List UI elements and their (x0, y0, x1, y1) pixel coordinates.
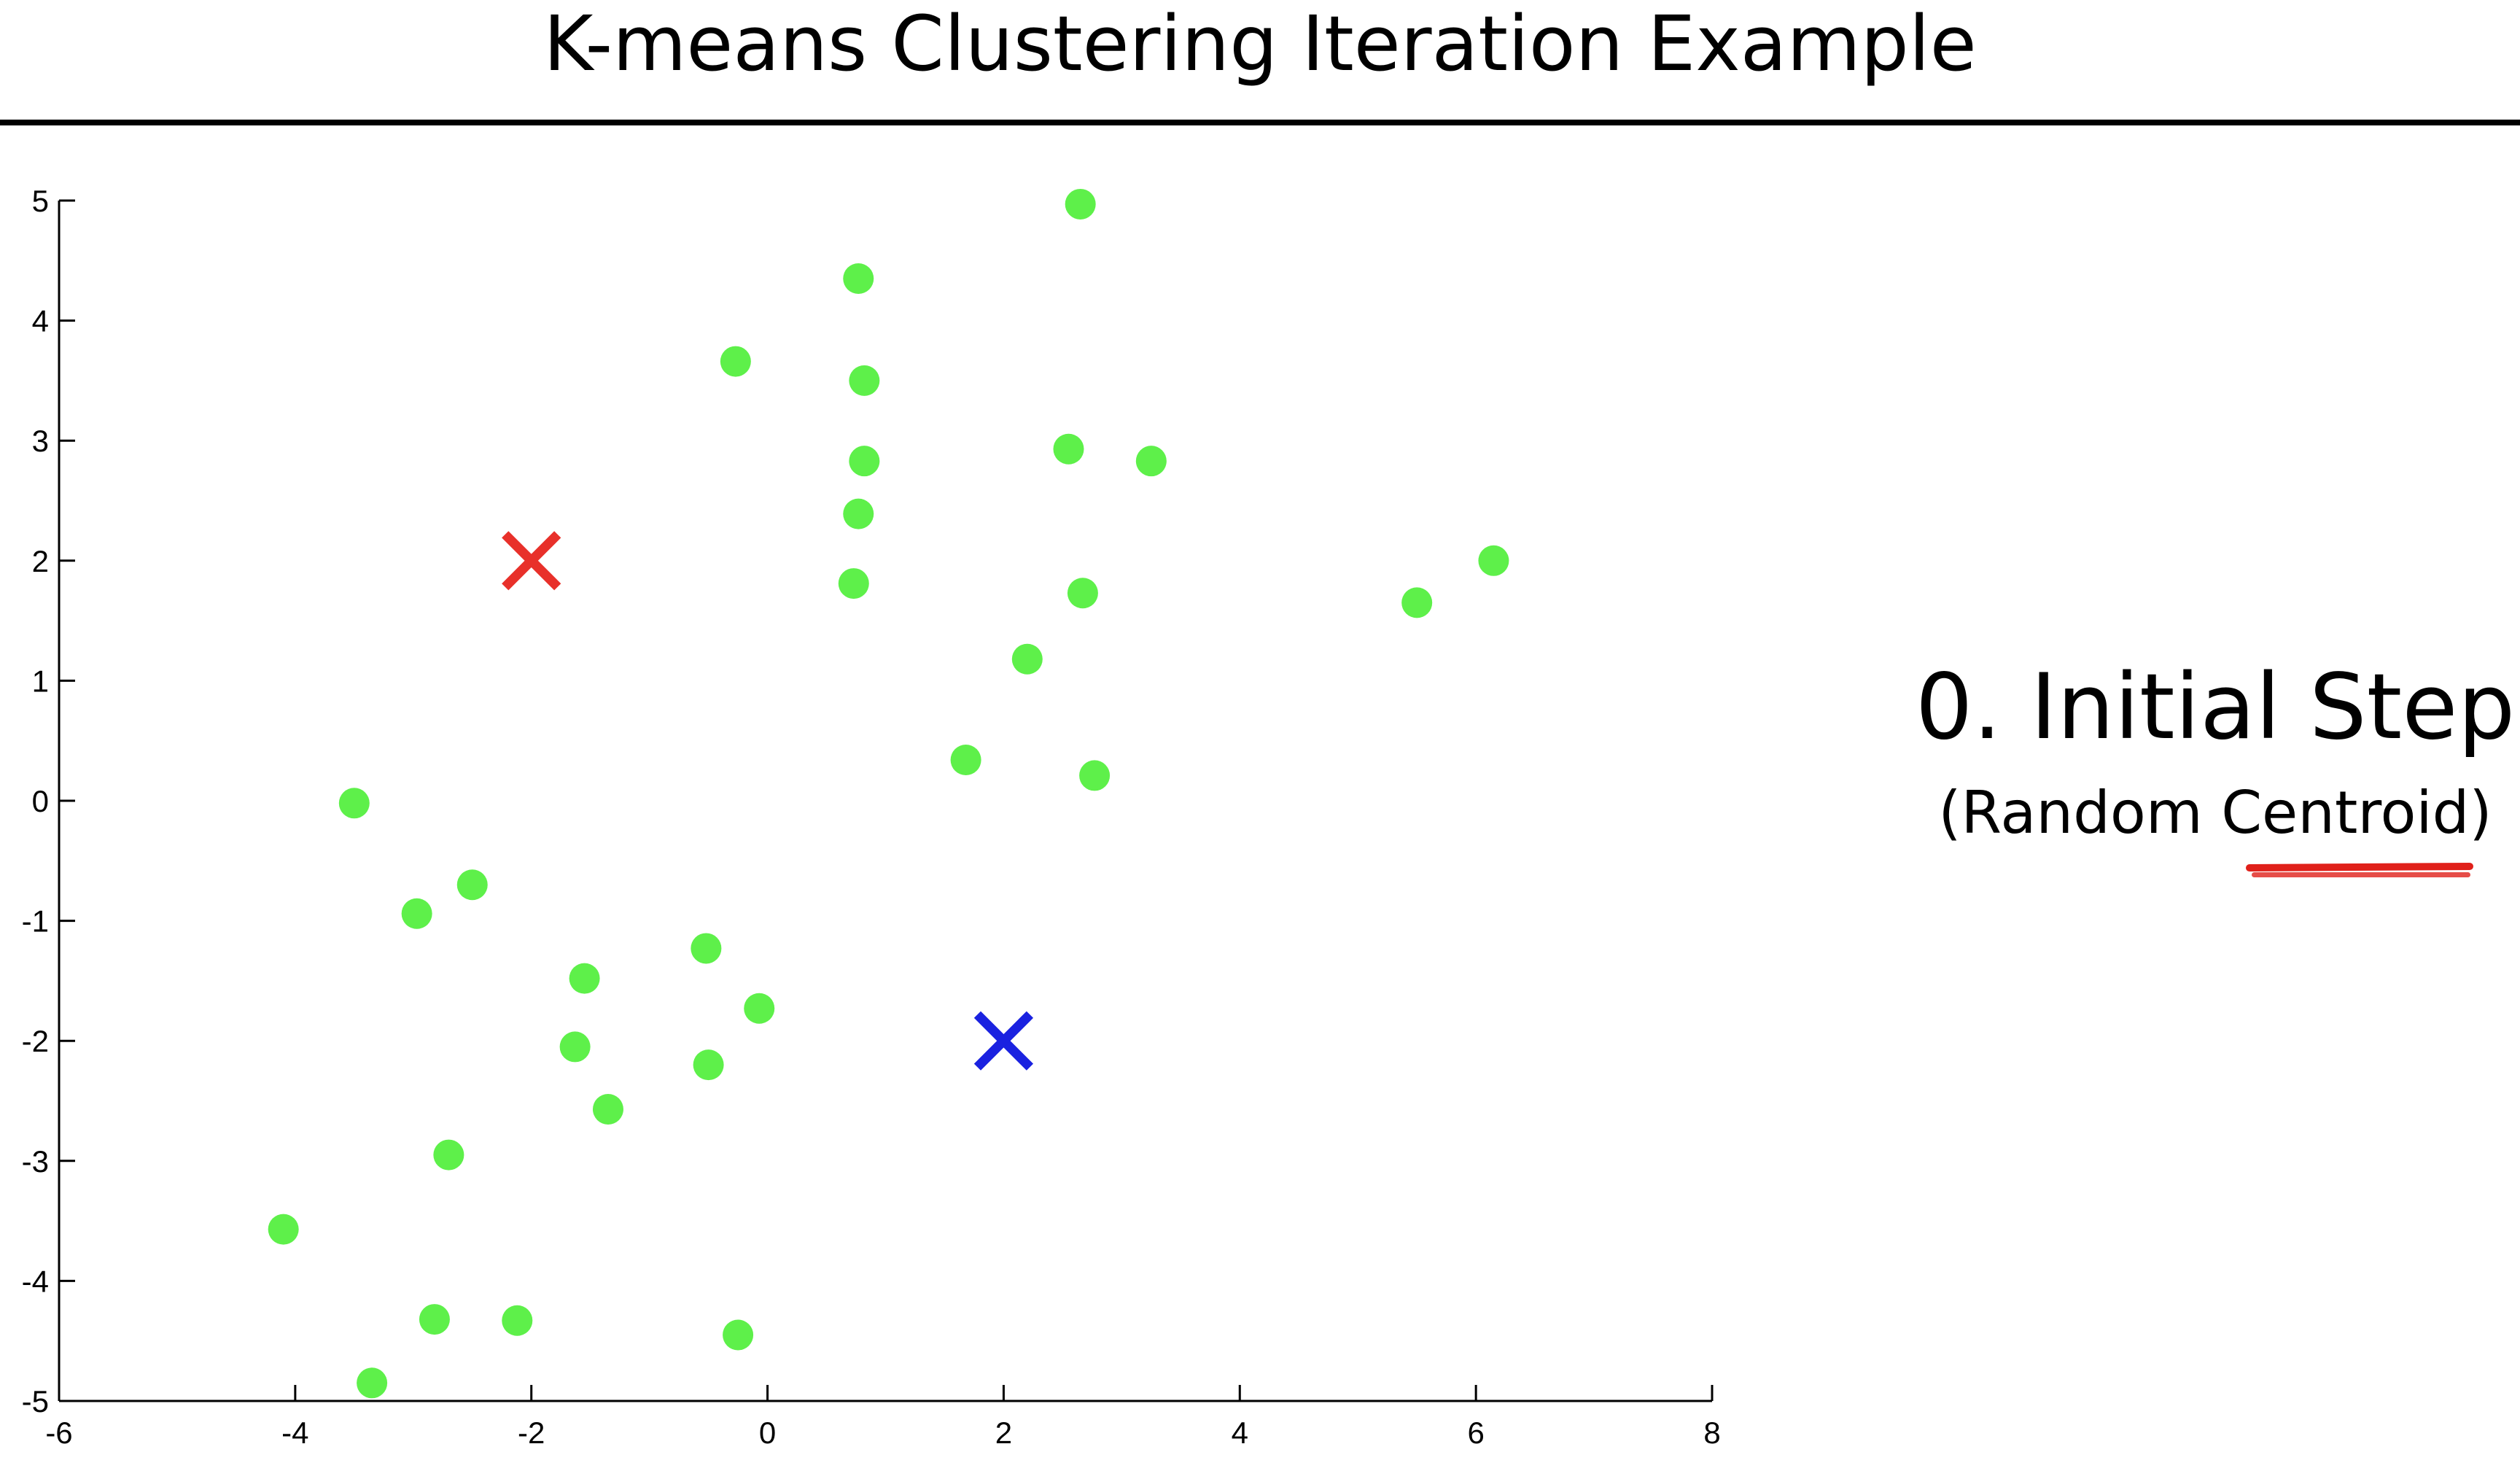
data-point (1401, 587, 1433, 618)
step-subtitle: (Random Centroid) (1938, 779, 2492, 847)
x-tick-label: 8 (1703, 1416, 1720, 1450)
x-tick-label: -6 (45, 1416, 72, 1450)
data-point (569, 963, 600, 994)
y-tick-label: -5 (22, 1384, 49, 1418)
y-tick-label: 5 (32, 184, 49, 218)
data-point (849, 365, 880, 396)
x-tick-label: 6 (1467, 1416, 1484, 1450)
data-point (592, 1094, 623, 1125)
data-point (1065, 188, 1096, 220)
data-point (723, 1319, 754, 1351)
data-point (843, 498, 874, 529)
data-point (1079, 760, 1111, 791)
data-point (268, 1214, 299, 1245)
data-point (691, 933, 722, 964)
centroid-stroke (502, 531, 561, 591)
data-point (1478, 545, 1509, 576)
slide-title: K-means Clustering Iteration Example (543, 0, 1977, 88)
centroid-stroke (973, 1011, 1034, 1071)
y-tick-label: 3 (32, 424, 49, 458)
data-point (357, 1367, 388, 1399)
data-point (1053, 433, 1084, 465)
data-point (838, 568, 869, 599)
y-tick-label: -4 (22, 1264, 49, 1298)
centroid-1-x-marker (502, 531, 561, 591)
red-underline-stroke (2252, 872, 2470, 877)
data-point (338, 788, 370, 819)
y-tick-label: 1 (32, 664, 49, 698)
data-point (693, 1049, 724, 1081)
data-point (849, 446, 880, 477)
y-tick-label: -3 (22, 1144, 49, 1179)
centroid-2-x-marker (973, 1011, 1034, 1071)
data-point (419, 1304, 450, 1335)
x-tick-label: 0 (759, 1416, 776, 1450)
step-title: 0. Initial Step (1915, 655, 2516, 760)
y-tick-label: 2 (32, 544, 49, 578)
data-point (744, 993, 775, 1024)
x-tick-label: -2 (518, 1416, 545, 1450)
data-point (401, 898, 432, 929)
data-point (1067, 578, 1098, 609)
x-tick-label: -4 (281, 1416, 308, 1450)
data-point (456, 869, 488, 901)
y-tick-label: 4 (32, 304, 49, 338)
data-point (843, 263, 874, 294)
x-tick-label: 2 (995, 1416, 1012, 1450)
data-point (559, 1031, 591, 1063)
data-point (1011, 643, 1043, 675)
title-divider (0, 120, 2520, 125)
centroid-markers (502, 531, 1034, 1071)
x-tick-label: 4 (1232, 1416, 1248, 1450)
data-point (502, 1305, 533, 1336)
data-points (268, 188, 1509, 1399)
y-tick-label: -1 (22, 904, 49, 939)
y-tick-label: -2 (22, 1024, 49, 1058)
data-point (950, 745, 981, 776)
data-point (720, 346, 751, 377)
data-point (1135, 446, 1167, 477)
y-tick-label: 0 (32, 784, 49, 818)
chart-axes: -6 -4 -2 0 2 4 6 8 -5 -4 -3 -2 -1 0 1 2 3 4 5 (22, 184, 1721, 1450)
data-point (433, 1139, 464, 1171)
